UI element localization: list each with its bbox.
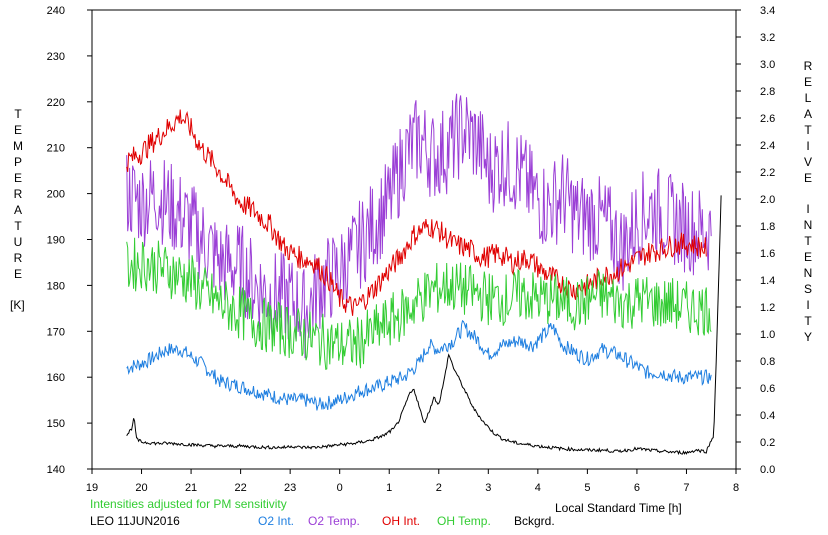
right-tick-label: 0.8 bbox=[760, 356, 775, 368]
series-line-o2-int bbox=[126, 319, 712, 411]
x-tick-label: 5 bbox=[584, 482, 590, 494]
legend-o2-int: O2 Int. bbox=[258, 514, 295, 528]
right-tick-label: 0.6 bbox=[760, 383, 775, 395]
right-tick-label: 0.4 bbox=[760, 410, 775, 422]
right-tick-label: 2.2 bbox=[760, 167, 775, 179]
x-tick-label: 1 bbox=[386, 482, 392, 494]
left-tick-label: 150 bbox=[47, 418, 65, 430]
right-tick-label: 3.2 bbox=[760, 32, 775, 44]
left-tick-label: 180 bbox=[47, 280, 65, 292]
x-tick-label: 7 bbox=[683, 482, 689, 494]
right-tick-label: 0.0 bbox=[760, 464, 775, 476]
x-tick-label: 3 bbox=[485, 482, 491, 494]
left-tick-label: 210 bbox=[47, 143, 65, 155]
series-lines bbox=[126, 93, 722, 456]
x-tick-label: 20 bbox=[135, 482, 147, 494]
right-axis-ticks: 0.0 0.2 0.4 0.6 0.8 1.0 1.2 1.4 1.6 1.8 2.0 2.2 2.4 2… bbox=[736, 5, 775, 476]
right-tick-label: 2.4 bbox=[760, 140, 775, 152]
left-tick-label: 220 bbox=[47, 97, 65, 109]
x-tick-label: 21 bbox=[185, 482, 197, 494]
x-tick-label: 22 bbox=[234, 482, 246, 494]
left-tick-label: 240 bbox=[47, 5, 65, 17]
legend-oh-temp: OH Temp. bbox=[437, 514, 491, 528]
right-axis-label-intensity: I N T E N S I T Y bbox=[803, 202, 813, 344]
intensities-note: Intensities adjusted for PM sensitivity bbox=[90, 497, 287, 511]
right-tick-label: 3.0 bbox=[760, 59, 775, 71]
x-tick-label: 0 bbox=[337, 482, 343, 494]
x-tick-label: 23 bbox=[284, 482, 296, 494]
right-tick-label: 1.6 bbox=[760, 248, 775, 260]
legend-bckgrd: Bckgrd. bbox=[514, 514, 555, 528]
legend-o2-temp: O2 Temp. bbox=[308, 514, 360, 528]
left-tick-label: 200 bbox=[47, 189, 65, 201]
legend-oh-int: OH Int. bbox=[382, 514, 421, 528]
left-tick-label: 140 bbox=[47, 464, 65, 476]
left-tick-label: 170 bbox=[47, 326, 65, 338]
x-tick-label: 6 bbox=[634, 482, 640, 494]
right-axis-label-relative: R E L A T I V E bbox=[803, 59, 813, 185]
left-tick-label: 190 bbox=[47, 235, 65, 247]
series-line-o2-temp bbox=[126, 93, 712, 359]
right-tick-label: 1.0 bbox=[760, 329, 775, 341]
series-line-oh-temp bbox=[126, 237, 712, 371]
right-tick-label: 1.4 bbox=[760, 275, 775, 287]
left-axis-unit: [K] bbox=[10, 298, 25, 312]
series-line-oh-int bbox=[126, 109, 707, 316]
left-axis-label: T E M P E R A T U R E bbox=[13, 107, 23, 281]
right-tick-label: 2.0 bbox=[760, 194, 775, 206]
x-axis-label: Local Standard Time [h] bbox=[555, 501, 682, 515]
left-axis-ticks: 140 150 160 170 180 190 200 210 220 230 240 bbox=[47, 5, 92, 476]
right-tick-label: 1.8 bbox=[760, 221, 775, 233]
right-tick-label: 2.6 bbox=[760, 113, 775, 125]
x-tick-label: 2 bbox=[436, 482, 442, 494]
x-axis-ticks: 19 20 21 22 23 0 1 2 3 4 5 6 7 8 bbox=[86, 469, 739, 494]
right-tick-label: 0.2 bbox=[760, 437, 775, 449]
left-tick-label: 160 bbox=[47, 372, 65, 384]
right-tick-label: 2.8 bbox=[760, 86, 775, 98]
station-date: LEO 11JUN2016 bbox=[90, 514, 180, 528]
x-tick-label: 8 bbox=[733, 482, 739, 494]
left-tick-label: 230 bbox=[47, 51, 65, 63]
right-tick-label: 1.2 bbox=[760, 302, 775, 314]
x-tick-label: 19 bbox=[86, 482, 98, 494]
right-tick-label: 3.4 bbox=[760, 5, 775, 17]
x-tick-label: 4 bbox=[535, 482, 541, 494]
series-line-bckgrd bbox=[126, 195, 722, 456]
